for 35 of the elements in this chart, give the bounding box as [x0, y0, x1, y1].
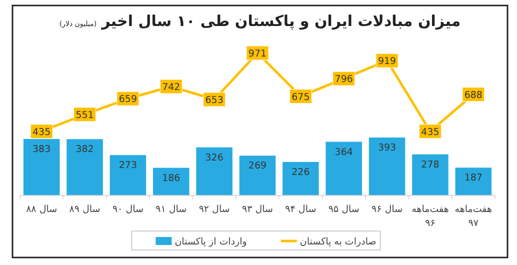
data-label: 226 [292, 166, 310, 178]
bar [368, 138, 406, 195]
bar [66, 139, 103, 195]
bar [455, 168, 492, 195]
bar [196, 147, 232, 195]
data-label: 269 [248, 160, 267, 172]
x-tick-label: سال ۹۱ [156, 204, 187, 215]
x-tick-label: سال ۹۳ [242, 204, 274, 215]
bar [153, 168, 190, 195]
x-tick-label: سال ۹۰ [112, 204, 144, 215]
data-label: 364 [334, 146, 353, 158]
bar [239, 156, 276, 195]
data-label: 326 [205, 152, 224, 164]
x-tick-label: سال ۹۴ [285, 204, 316, 215]
data-label: 187 [464, 172, 482, 184]
data-label: 273 [118, 160, 138, 172]
data-label: 186 [162, 172, 180, 184]
legend-label: صادرات به پاکستان [300, 236, 376, 248]
x-tick-label: سال ۸۸ [26, 204, 58, 215]
data-label: 382 [76, 144, 94, 156]
bar [326, 142, 362, 195]
bar [412, 154, 448, 195]
x-tick-label: هفت‌ماهه ۹۷ [454, 204, 492, 229]
bar [282, 162, 319, 195]
x-tick-label: سال ۹۲ [198, 204, 230, 215]
x-tick-label: سال ۹۶ [372, 204, 403, 215]
x-tick-label: هفت‌ماهه ۹۶ [412, 204, 449, 229]
bar [23, 138, 60, 195]
data-label: 383 [32, 144, 51, 155]
bar [110, 155, 146, 195]
data-label: 278 [421, 159, 440, 170]
x-tick-label: سال ۹۵ [328, 204, 360, 215]
data-label: 393 [378, 142, 396, 154]
x-tick-label: سال ۸۹ [69, 204, 100, 215]
legend-label: واردات از پاکستان [174, 236, 247, 248]
